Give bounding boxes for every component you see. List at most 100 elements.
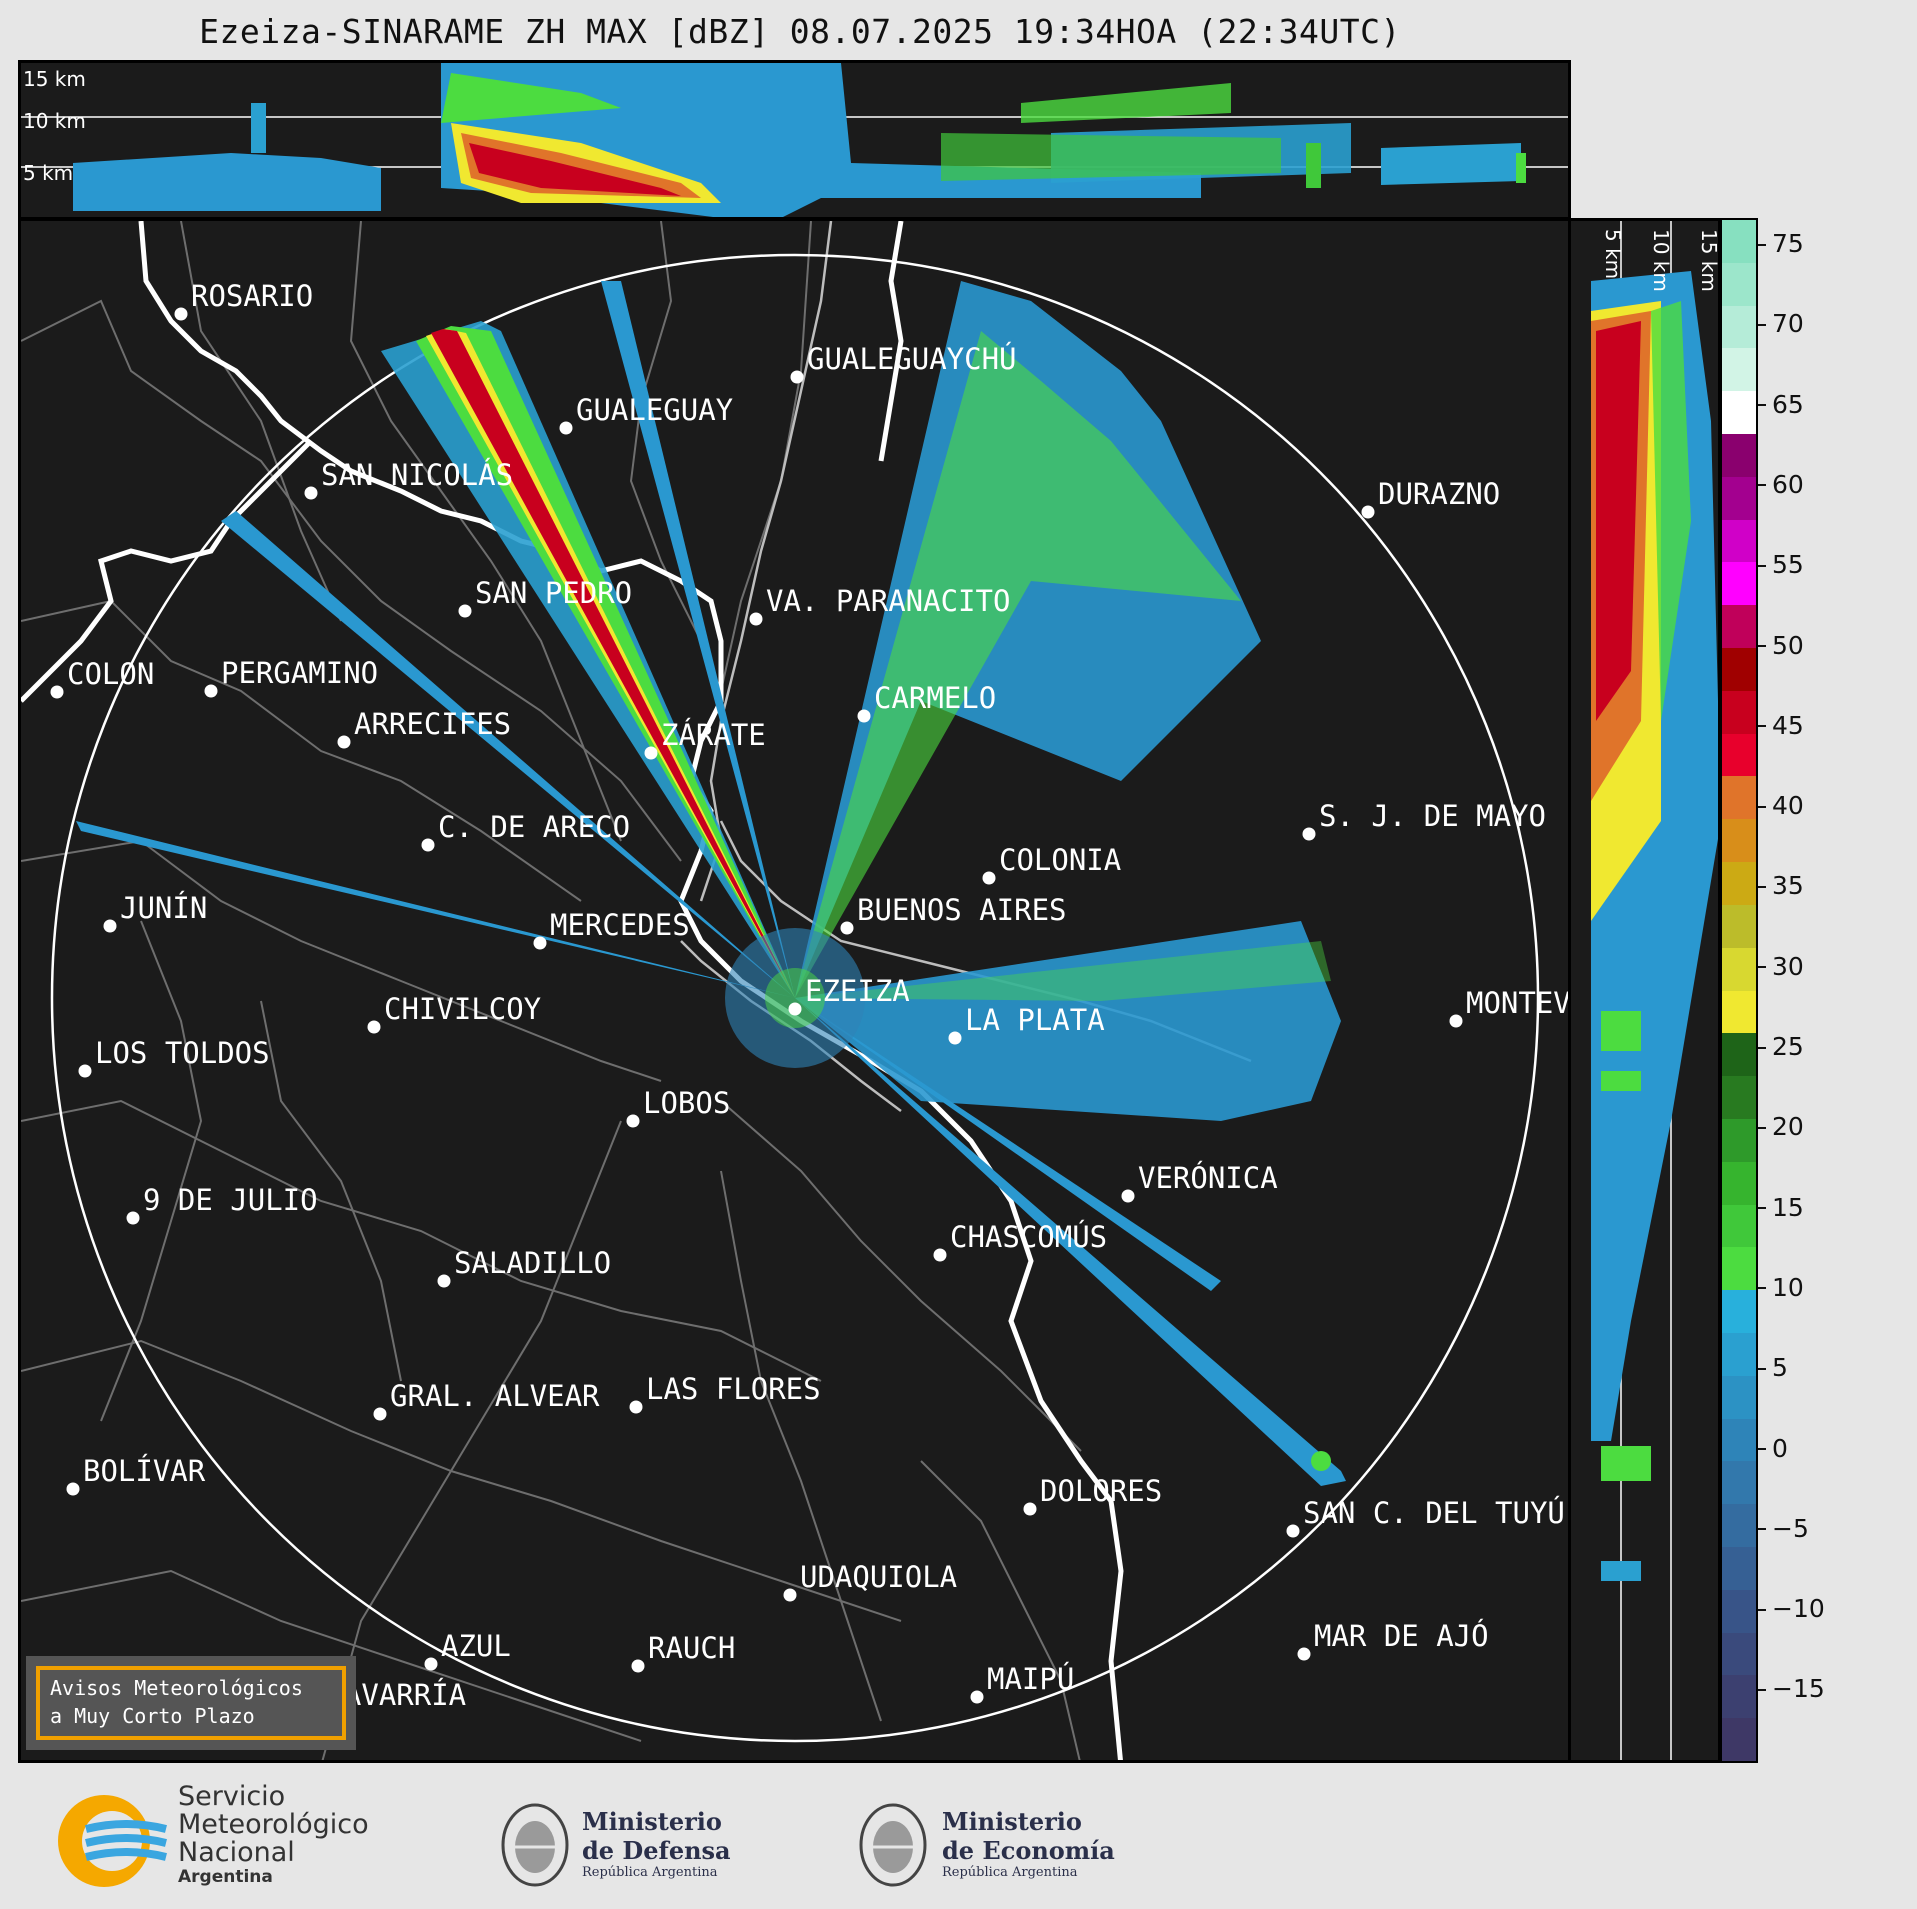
footer: Servicio Meteorológico Nacional Argentin… (0, 1765, 1917, 1909)
city-label: LOBOS (643, 1086, 730, 1120)
city-label: GUALEGUAY (576, 393, 733, 427)
colorbar-segment (1722, 776, 1756, 820)
city-label: C. DE ARECO (438, 810, 630, 844)
colorbar-segment (1722, 305, 1756, 349)
city-label: DOLORES (1040, 1474, 1162, 1508)
alt-label-10km-v: 10 km (1649, 229, 1673, 292)
city-dot (749, 612, 763, 626)
city-dot (174, 307, 188, 321)
colorbar-segment (1722, 1546, 1756, 1591)
city-label: RAUCH (648, 1631, 735, 1665)
colorbar-segment (1722, 990, 1756, 1034)
defensa-shield (501, 1803, 569, 1887)
alt-label-5km-v: 5 km (1601, 229, 1625, 280)
colorbar-tick-label: −10 (1758, 1594, 1825, 1623)
city-label: ZÁRATE (661, 718, 766, 752)
city-label: ARRECIFES (354, 707, 511, 741)
right-cross-section-panel: 5 km 10 km 15 km (1568, 218, 1721, 1763)
colorbar-segment (1722, 519, 1756, 563)
city-dot (204, 684, 218, 698)
radar-echoes (76, 281, 1346, 1486)
colorbar-segment (1722, 1718, 1756, 1762)
city-label: COLON (67, 657, 154, 691)
city-label: GUALEGUAYCHÚ (807, 342, 1017, 376)
colorbar-segment (1722, 904, 1756, 949)
city-label: CARMELO (874, 681, 996, 715)
economia-line3: República Argentina (942, 1865, 1078, 1880)
colorbar-tick-label: 55 (1758, 550, 1804, 579)
city-dot (533, 936, 547, 950)
city-dot (1286, 1524, 1300, 1538)
colorbar-tick-label: 25 (1758, 1032, 1804, 1061)
city-label: LAS FLORES (646, 1372, 821, 1406)
city-label: VA. PARANACITO (766, 584, 1010, 618)
alt-label-5km: 5 km (23, 161, 74, 185)
city-label: PERGAMINO (221, 656, 378, 690)
smn-line2: Meteorológico (178, 1809, 369, 1840)
radar-map-panel[interactable]: ROSARIO GUALEGUAYCHÚ GUALEGUAY SAN NICOLÁS D… (18, 218, 1571, 1763)
city-dot (933, 1248, 947, 1262)
defensa-line3: República Argentina (582, 1865, 718, 1880)
city-label: LA PLATA (965, 1003, 1105, 1037)
colorbar-tick-label: 15 (1758, 1193, 1804, 1222)
city-dot (458, 604, 472, 618)
colorbar-segment (1722, 348, 1756, 392)
colorbar-tick-label: 20 (1758, 1112, 1804, 1141)
smn-line3: Nacional (178, 1837, 295, 1868)
colorbar-tick-label: 45 (1758, 711, 1804, 740)
city-dot (1297, 1647, 1311, 1661)
colorbar-tick-label: 30 (1758, 952, 1804, 981)
colorbar-tick-label: 35 (1758, 871, 1804, 900)
city-label: BUENOS AIRES (857, 893, 1067, 927)
city-dot (78, 1064, 92, 1078)
aviso-line2: a Muy Corto Plazo (50, 1704, 255, 1728)
colorbar-tick-label: −5 (1758, 1514, 1809, 1543)
city-dot (783, 1588, 797, 1602)
colorbar-segment (1722, 947, 1756, 991)
colorbar-segment (1722, 1332, 1756, 1377)
colorbar-segment (1722, 1632, 1756, 1676)
colorbar-segment (1722, 434, 1756, 478)
city-label: DURAZNO (1378, 477, 1500, 511)
city-label: VERÓNICA (1138, 1161, 1278, 1195)
colorbar-segment (1722, 1675, 1756, 1719)
defensa-line2: de Defensa (582, 1836, 731, 1865)
city-label: SAN PEDRO (475, 576, 632, 610)
city-dot (437, 1274, 451, 1288)
city-label: EZEIZA (805, 974, 910, 1008)
city-dot (644, 746, 658, 760)
colorbar-segment (1722, 862, 1756, 906)
city-dot (304, 486, 318, 500)
colorbar-segment (1722, 1290, 1756, 1334)
city-dot (337, 735, 351, 749)
colorbar-tick-label: 60 (1758, 470, 1804, 499)
colorbar-segment (1722, 1204, 1756, 1248)
city-dot (982, 871, 996, 885)
city-dot (629, 1400, 643, 1414)
city-dot (373, 1407, 387, 1421)
city-dot (840, 921, 854, 935)
colorbar-segment (1722, 1247, 1756, 1291)
colorbar-tick-label: 65 (1758, 390, 1804, 419)
colorbar-segment (1722, 262, 1756, 307)
colorbar-segment (1722, 1033, 1756, 1077)
city-label: JUNÍN (120, 891, 207, 925)
city-label: CHIVILCOY (384, 992, 541, 1026)
colorbar-tick-label: 0 (1758, 1434, 1788, 1463)
colorbar-tick-label: 5 (1758, 1353, 1788, 1382)
colorbar-segment (1722, 733, 1756, 777)
colorbar-segment (1722, 1504, 1756, 1548)
defensa-line1: Ministerio (582, 1807, 722, 1836)
city-dot (790, 370, 804, 384)
alt-label-15km-v: 15 km (1697, 229, 1721, 292)
top-cross-section-panel: 15 km 10 km 5 km (18, 60, 1571, 220)
chart-title: Ezeiza-SINARAME ZH MAX [dBZ] 08.07.2025 … (199, 12, 1401, 51)
colorbar-segment (1722, 1375, 1756, 1420)
colorbar-segment (1722, 391, 1756, 435)
city-label: SALADILLO (454, 1246, 611, 1280)
colorbar-segment (1722, 1161, 1756, 1206)
alt-label-15km: 15 km (23, 67, 86, 91)
colorbar-segment (1722, 1076, 1756, 1120)
city-dot (66, 1482, 80, 1496)
city-dot (857, 709, 871, 723)
